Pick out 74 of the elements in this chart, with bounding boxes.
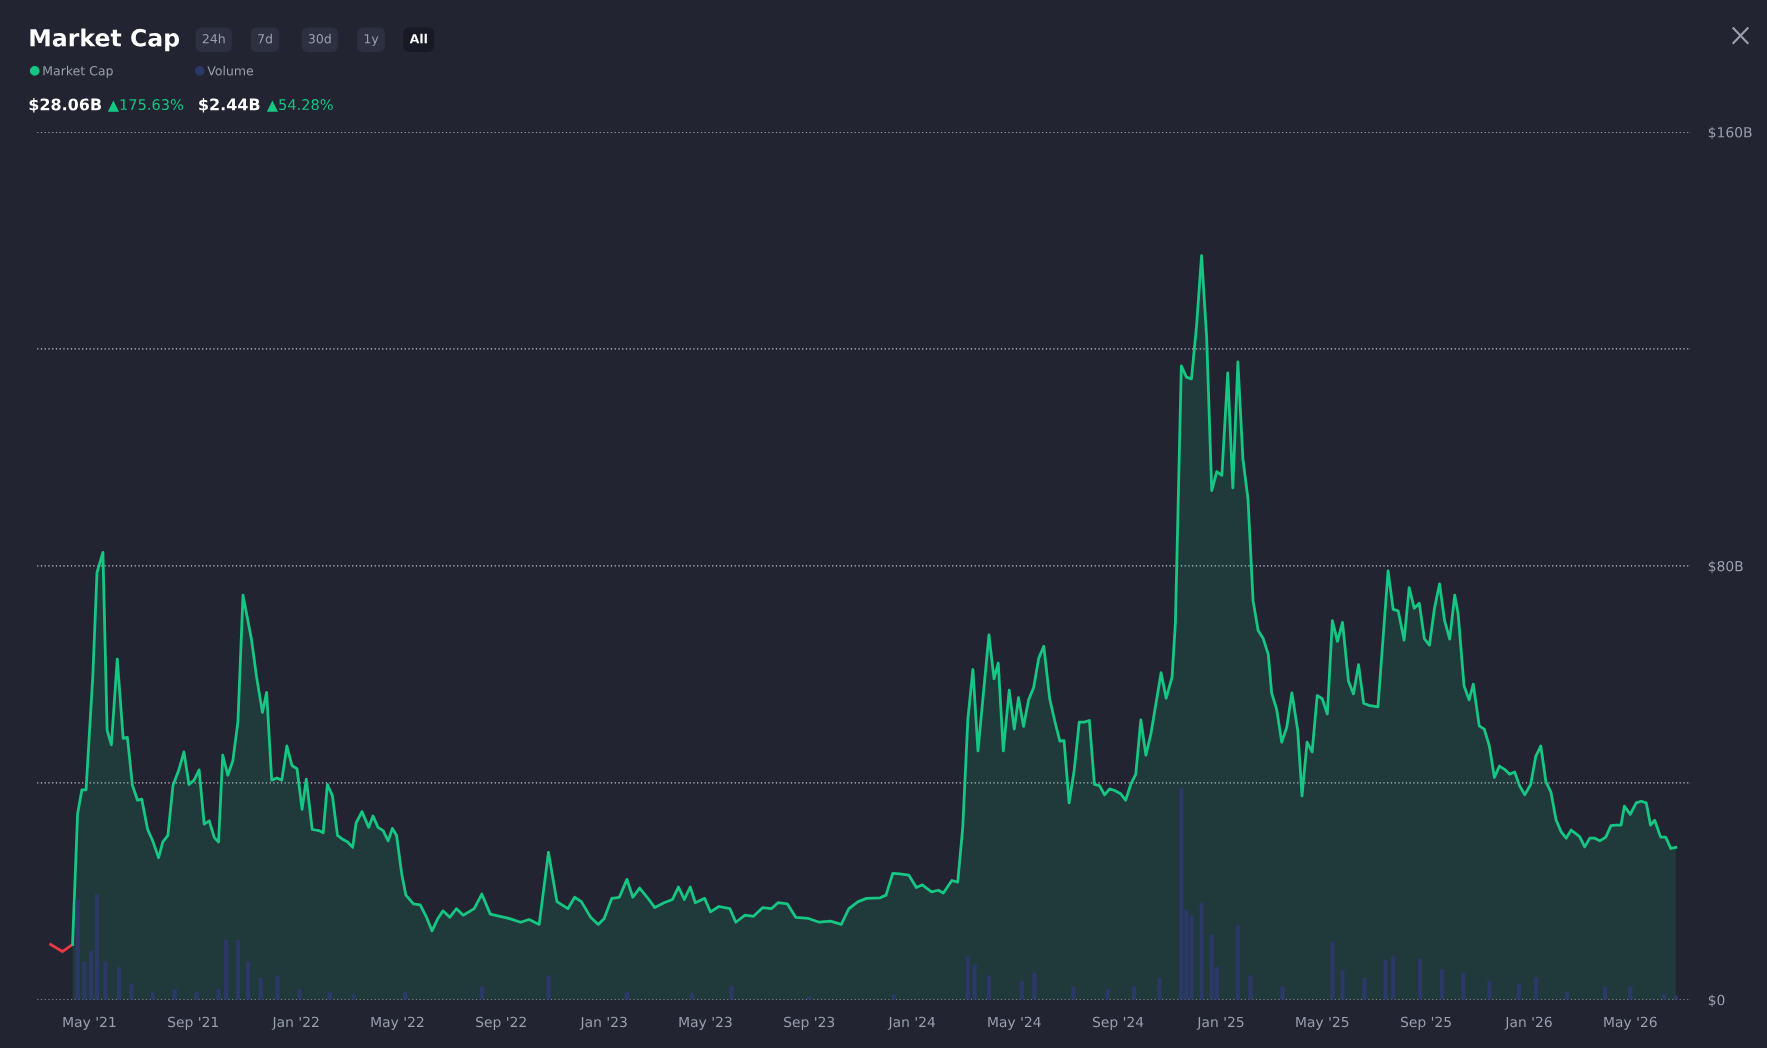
bar — [216, 988, 221, 1000]
y-tick-label: $80B — [1708, 560, 1743, 574]
text: 30d — [308, 33, 331, 44]
bar — [82, 961, 87, 1000]
text: ▲175.63% — [107, 99, 184, 112]
bar — [546, 975, 551, 1000]
text: $28.06B — [29, 98, 101, 113]
bar — [224, 940, 229, 1000]
bar — [972, 964, 977, 1000]
bar — [1330, 941, 1335, 1000]
x-tick-label: May '25 — [1296, 1016, 1349, 1030]
text: 24h — [202, 33, 225, 44]
bar — [351, 994, 356, 1000]
x-tick-label: May '26 — [1604, 1016, 1657, 1030]
x-tick-label: May '21 — [63, 1016, 116, 1030]
y-tick-label: $160B — [1708, 126, 1752, 140]
x-tick-label: Sep '22 — [476, 1016, 526, 1030]
x-tick-label: May '23 — [679, 1016, 732, 1030]
bar — [103, 961, 108, 1000]
bar — [1487, 980, 1492, 1000]
bar — [1533, 977, 1538, 1000]
text: 7d — [258, 33, 272, 44]
bar — [1391, 956, 1396, 1000]
bar — [479, 986, 484, 1000]
bar — [194, 991, 199, 1000]
bar — [1019, 980, 1024, 1000]
chart-title: Market Cap — [30, 28, 180, 52]
bar — [297, 988, 302, 1000]
x-tick-label: Jan '25 — [1196, 1016, 1244, 1030]
bar — [116, 967, 122, 1000]
x-tick-label: Sep '25 — [1400, 1016, 1451, 1030]
bar — [891, 994, 896, 1000]
bar — [94, 894, 100, 1000]
bar — [75, 899, 80, 1000]
bar — [245, 961, 251, 1000]
text: All — [409, 33, 427, 44]
bar — [275, 975, 280, 1000]
bar — [235, 940, 241, 1000]
x-tick-label: Sep '23 — [784, 1016, 835, 1030]
bar — [1235, 924, 1240, 1000]
bar — [1248, 975, 1253, 1000]
x-tick-label: May '22 — [371, 1016, 424, 1030]
bar — [1461, 972, 1466, 1000]
bar — [1362, 978, 1367, 1000]
bar — [258, 978, 263, 1000]
legend-label: Market Cap — [43, 65, 113, 78]
text: ▲54.28% — [266, 99, 333, 112]
x-tick-label: Jan '23 — [579, 1016, 627, 1030]
bar — [1131, 986, 1137, 1000]
x-tick-label: Jan '26 — [1504, 1016, 1552, 1030]
legend-label: Volume — [207, 65, 254, 76]
bar — [89, 950, 94, 1000]
bar — [965, 956, 970, 1000]
text: 1y — [364, 34, 379, 46]
bar — [1383, 959, 1388, 1000]
bar — [1157, 978, 1162, 1000]
x-tick-label: Sep '21 — [168, 1016, 218, 1030]
text: $2.44B — [199, 98, 260, 113]
x-tick-label: Jan '22 — [271, 1016, 319, 1030]
x-tick-label: May '24 — [988, 1016, 1041, 1030]
bar — [1032, 972, 1037, 1000]
x-tick-label: Sep '24 — [1092, 1016, 1144, 1030]
bar — [1602, 987, 1608, 1000]
x-tick-label: Jan '24 — [887, 1016, 936, 1030]
bar — [1071, 986, 1076, 1000]
bar — [729, 986, 734, 1000]
bar — [986, 975, 992, 1000]
bar — [1280, 986, 1285, 1000]
bar — [1628, 986, 1633, 1000]
bar — [1439, 969, 1445, 1000]
bar — [1418, 959, 1423, 1000]
y-tick-label: $0 — [1708, 994, 1725, 1008]
bar — [1340, 969, 1345, 1000]
bar — [1199, 903, 1204, 1000]
